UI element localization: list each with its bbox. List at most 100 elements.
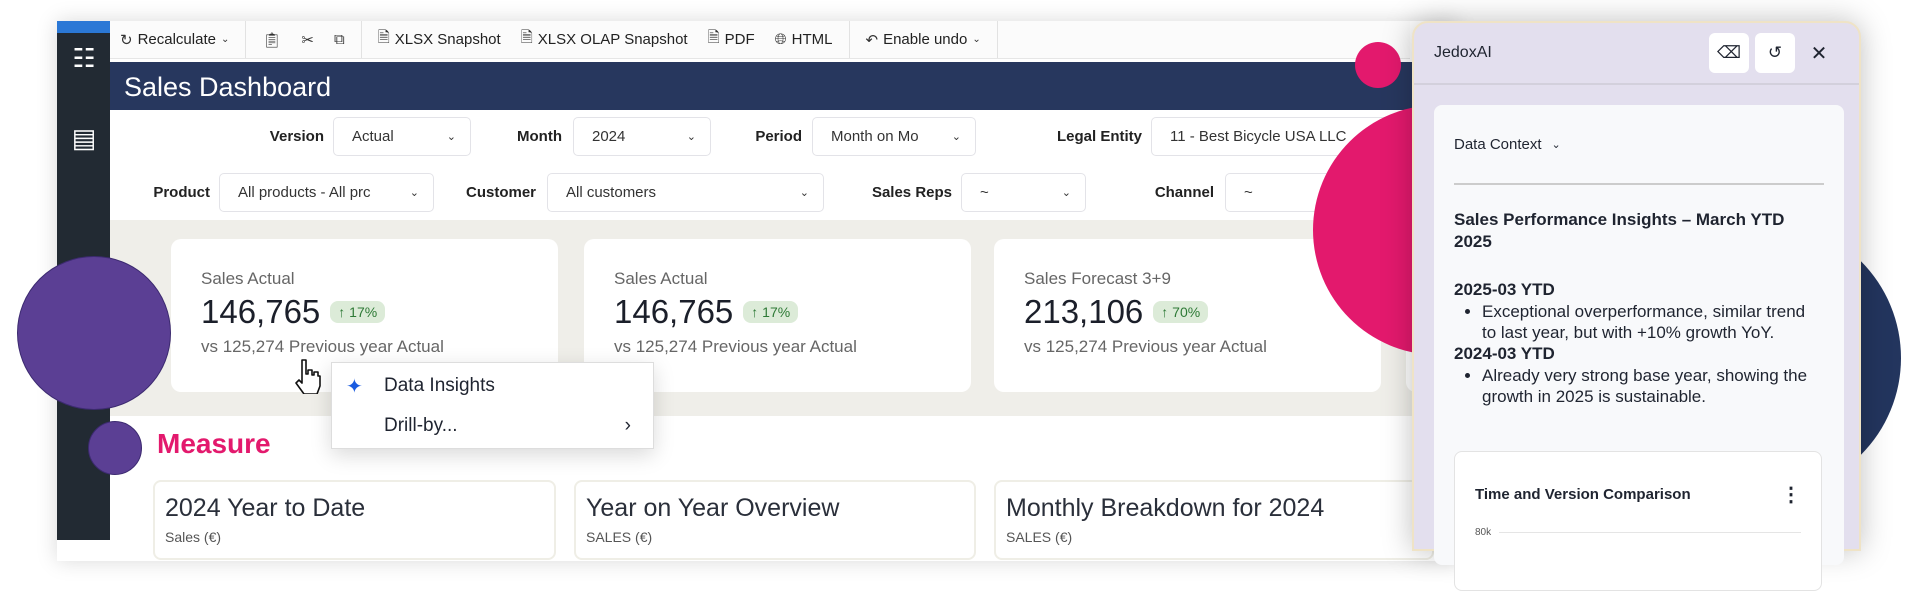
- hand-cursor-icon: [295, 359, 321, 394]
- html-button[interactable]: 🌐︎ HTML: [765, 21, 843, 58]
- menu-item-label: Drill-by...: [384, 415, 458, 436]
- customer-value: All customers: [566, 184, 657, 201]
- pdf-label: PDF: [724, 31, 755, 48]
- chevron-down-icon: ⌄: [446, 131, 456, 143]
- xlsx-olap-snapshot-label: XLSX OLAP Snapshot: [537, 31, 688, 48]
- decorative-circle-purple-small: [88, 421, 142, 475]
- xlsx-olap-snapshot-button[interactable]: 🗎 XLSX OLAP Snapshot: [511, 21, 698, 58]
- grid-list-icon[interactable]: ☷: [72, 43, 96, 73]
- chart-title: Time and Version Comparison: [1475, 486, 1691, 503]
- recalculate-label: Recalculate: [137, 31, 216, 48]
- gridline: [1499, 532, 1801, 533]
- decorative-circle-purple: [17, 256, 171, 410]
- month-value: 2024: [592, 128, 626, 145]
- xls-file-icon: 🗎: [377, 29, 390, 46]
- kpi-value: 146,765: [614, 293, 734, 330]
- menu-item-label: Data Insights: [384, 375, 495, 396]
- globe-icon: 🌐︎: [774, 31, 787, 48]
- clear-button[interactable]: ⌫: [1709, 33, 1749, 73]
- page-title: Sales Dashboard: [110, 62, 1420, 110]
- panel-card[interactable]: Monthly Breakdown for 2024 SALES (€): [994, 480, 1434, 560]
- month-dropdown[interactable]: 2024 ⌄: [573, 117, 711, 156]
- kpi-label: Sales Actual: [201, 269, 295, 288]
- menu-item-data-insights[interactable]: ✦ Data Insights: [332, 366, 653, 406]
- panel-subtitle: Sales (€): [165, 529, 222, 545]
- pdf-button[interactable]: 🗎 PDF: [698, 21, 765, 58]
- panel-subtitle: SALES (€): [586, 529, 653, 545]
- scissors-icon: ✂: [301, 31, 314, 49]
- customer-label: Customer: [465, 184, 536, 201]
- sidebar-accent: [57, 21, 110, 33]
- paste-button[interactable]: 📋︎: [252, 21, 291, 58]
- pdf-file-icon: 🗎: [707, 29, 720, 46]
- close-icon: ✕: [1810, 42, 1828, 65]
- panel-title: Monthly Breakdown for 2024: [1006, 494, 1325, 522]
- clipboard-icon: 📋︎: [262, 31, 282, 49]
- kpi-comparison: vs 125,274 Previous year Actual: [201, 337, 444, 356]
- chevron-right-icon: ›: [624, 415, 631, 436]
- xlsx-snapshot-label: XLSX Snapshot: [394, 31, 501, 48]
- month-label: Month: [517, 128, 562, 145]
- divider: [848, 21, 850, 58]
- kpi-comparison: vs 125,274 Previous year Actual: [614, 337, 857, 356]
- enable-undo-button[interactable]: ↶ Enable undo ⌄: [856, 21, 991, 58]
- chevron-down-icon: ⌄: [409, 187, 419, 199]
- copy-icon: ⧉: [333, 31, 345, 48]
- history-icon: ↺: [1767, 43, 1783, 62]
- product-value: All products - All prc: [238, 184, 371, 201]
- channel-label: Channel: [1154, 184, 1214, 201]
- chevron-down-icon: ⌄: [220, 34, 230, 45]
- sparkles-icon: ✦: [346, 375, 363, 398]
- more-options-icon[interactable]: ⋮: [1781, 484, 1801, 506]
- insight-bullet: Already very strong base year, showing t…: [1482, 365, 1824, 407]
- cut-button[interactable]: ✂: [291, 21, 324, 58]
- sales-reps-dropdown[interactable]: ~ ⌄: [961, 173, 1086, 212]
- kpi-label: Sales Actual: [614, 269, 708, 288]
- section-title: Measure: [157, 428, 271, 459]
- legal-entity-label: Legal Entity: [1056, 128, 1142, 145]
- data-context-label: Data Context: [1454, 135, 1542, 153]
- version-label: Version: [269, 128, 324, 145]
- server-list-icon[interactable]: ▤: [71, 123, 97, 153]
- chevron-down-icon: ⌄: [951, 131, 961, 143]
- copy-button[interactable]: ⧉: [324, 21, 355, 58]
- divider: [245, 21, 247, 58]
- channel-value: ~: [1244, 184, 1253, 201]
- version-value: Actual: [352, 128, 394, 145]
- product-dropdown[interactable]: All products - All prc ⌄: [219, 173, 434, 212]
- history-button[interactable]: ↺: [1755, 33, 1795, 73]
- data-context-toggle[interactable]: Data Context ⌄: [1454, 105, 1824, 185]
- insights-card: Data Context ⌄ Sales Performance Insights…: [1434, 105, 1844, 591]
- context-menu: ✦ Data Insights Drill-by... ›: [331, 362, 654, 449]
- kpi-card[interactable]: Sales Forecast 3+9 213,106 ↑ 70% vs 125,2…: [994, 239, 1381, 392]
- change-badge: ↑ 17%: [743, 301, 799, 323]
- recalculate-button[interactable]: ↻ Recalculate ⌄: [110, 21, 239, 58]
- panel-card[interactable]: Year on Year Overview SALES (€): [574, 480, 976, 560]
- change-badge: ↑ 17%: [330, 301, 386, 323]
- panel-subtitle: SALES (€): [1006, 529, 1073, 545]
- kpi-comparison: vs 125,274 Previous year Actual: [1024, 337, 1267, 356]
- menu-item-drill-by[interactable]: Drill-by... ›: [332, 406, 653, 446]
- kpi-label: Sales Forecast 3+9: [1024, 269, 1171, 288]
- xlsx-snapshot-button[interactable]: 🗎 XLSX Snapshot: [368, 21, 511, 58]
- insight-bullet: Exceptional overperformance, similar tre…: [1482, 301, 1824, 343]
- panel-card[interactable]: 2024 Year to Date Sales (€): [153, 480, 556, 560]
- customer-dropdown[interactable]: All customers ⌄: [547, 173, 824, 212]
- version-dropdown[interactable]: Actual ⌄: [333, 117, 471, 156]
- close-button[interactable]: ✕: [1799, 41, 1839, 66]
- panel-title: 2024 Year to Date: [165, 494, 366, 522]
- divider: [360, 21, 362, 58]
- chevron-down-icon: ⌄: [972, 34, 981, 45]
- decorative-circle-pink-small: [1355, 42, 1401, 88]
- enable-undo-label: Enable undo: [883, 31, 968, 48]
- sales-reps-label: Sales Reps: [871, 184, 952, 201]
- period-label: Period: [755, 128, 802, 145]
- divider: [996, 21, 998, 58]
- y-tick-label: 80k: [1475, 527, 1492, 538]
- insight-section-title: 2025-03 YTD: [1454, 280, 1555, 299]
- insights-heading: Sales Performance Insights – March YTD 2…: [1454, 210, 1785, 251]
- panel-title: Year on Year Overview: [586, 494, 840, 522]
- period-dropdown[interactable]: Month on Mo ⌄: [812, 117, 976, 156]
- chevron-down-icon: ⌄: [1061, 187, 1071, 199]
- change-badge: ↑ 70%: [1153, 301, 1209, 323]
